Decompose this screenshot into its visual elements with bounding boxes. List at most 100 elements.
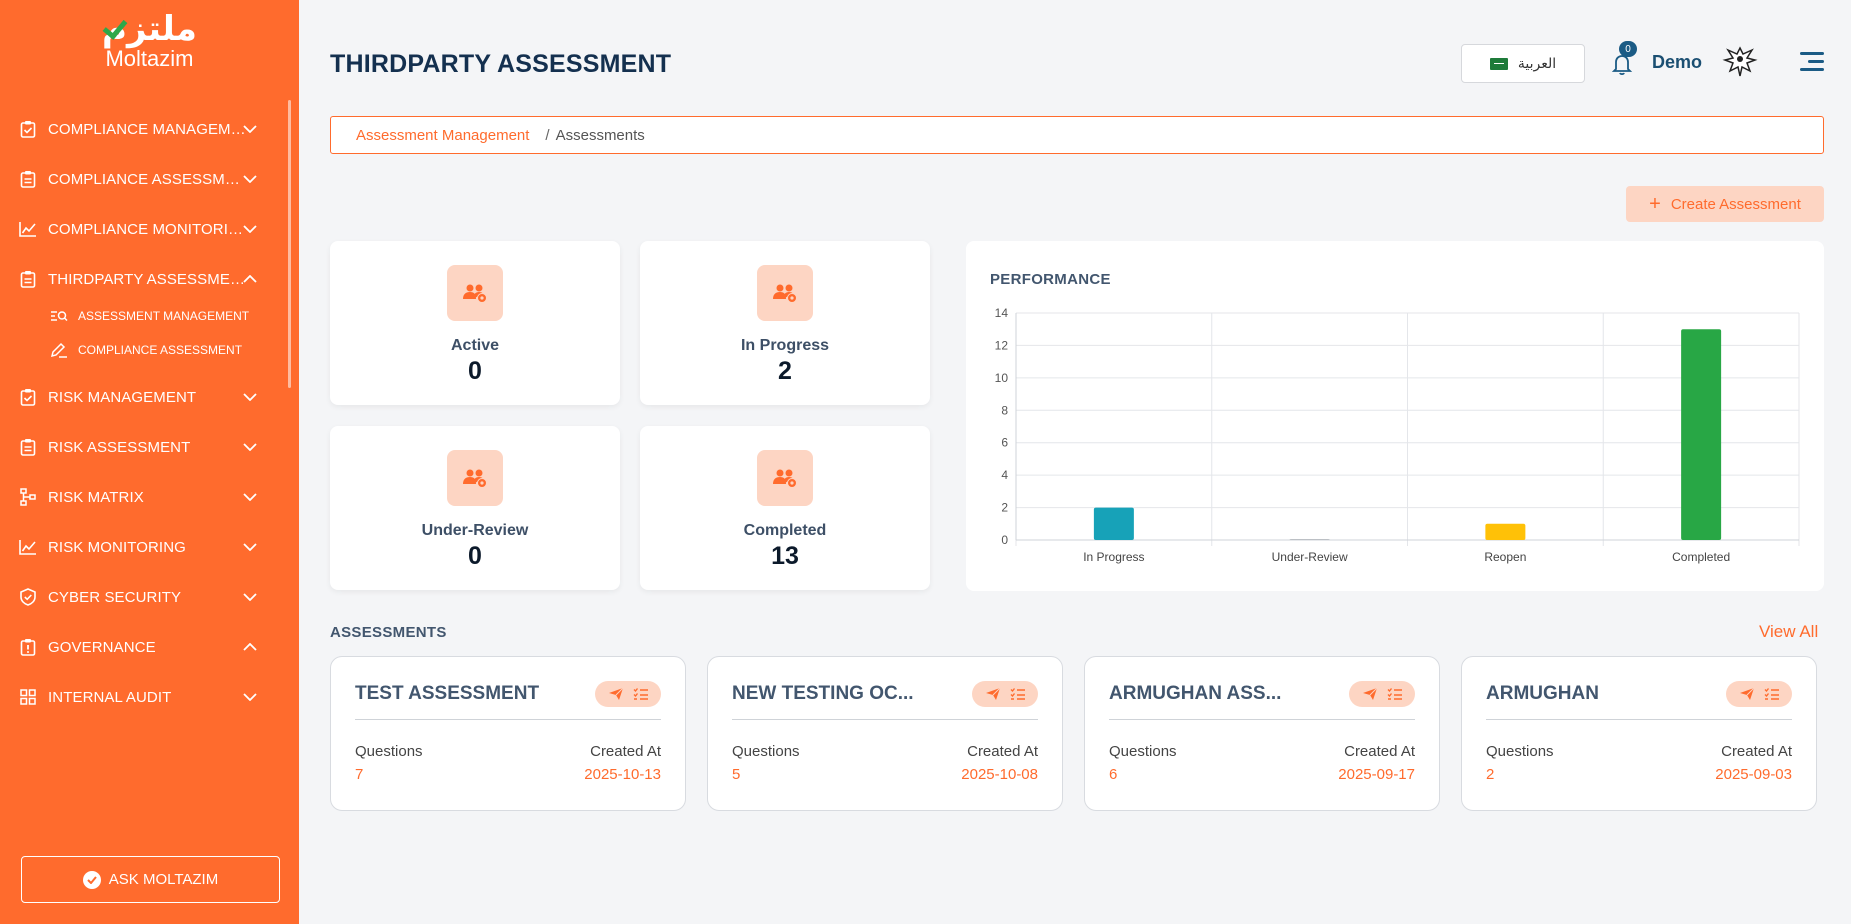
user-name[interactable]: Demo	[1652, 52, 1703, 72]
sidebar-item-compliance-assessment[interactable]: COMPLIANCE ASSESSMENT	[18, 164, 266, 194]
created-at-value: 2025-09-03	[1715, 766, 1792, 783]
shield-check-icon	[18, 587, 38, 607]
sidebar-item-label: RISK MANAGEMENT	[48, 388, 197, 406]
chevron-down-icon[interactable]	[240, 687, 260, 707]
x-tick-label: Under-Review	[1272, 550, 1348, 564]
clipboard-list-icon	[18, 269, 38, 289]
view-all-link[interactable]: View All	[1759, 622, 1819, 641]
x-tick-label: Reopen	[1484, 550, 1526, 564]
assessment-card[interactable]: TEST ASSESSMENT Questions Created At 7 2…	[330, 656, 686, 811]
checklist-icon[interactable]	[1386, 686, 1404, 702]
stat-value: 13	[771, 542, 799, 570]
sidebar-item-internal-audit[interactable]: INTERNAL AUDIT	[18, 682, 266, 712]
sitemap-icon	[18, 487, 38, 507]
saudi-flag-icon	[1489, 57, 1508, 70]
assessment-card[interactable]: ARMUGHAN Questions Created At 2 2025-09-…	[1461, 656, 1817, 811]
questions-value: 6	[1109, 766, 1118, 783]
x-tick-label: In Progress	[1083, 550, 1144, 564]
plus-icon: +	[1649, 193, 1661, 215]
breadcrumb-current: Assessments	[555, 126, 645, 144]
chevron-down-icon[interactable]	[240, 537, 260, 557]
chevron-down-icon[interactable]	[240, 437, 260, 457]
send-icon[interactable]	[607, 686, 625, 702]
stat-card-completed: Completed 13	[640, 426, 930, 590]
sidebar-nav: COMPLIANCE MANAGEME... COMPLIANCE ASSESS…	[0, 114, 290, 754]
users-gear-icon	[757, 265, 813, 321]
avatar[interactable]	[1722, 44, 1758, 80]
logo-english-text: Moltazim	[105, 46, 194, 71]
sidebar-item-compliance-monitoring[interactable]: COMPLIANCE MONITORING	[18, 214, 266, 244]
x-tick-label: Completed	[1672, 550, 1730, 564]
create-assessment-label: Create Assessment	[1670, 195, 1801, 213]
y-tick-label: 8	[1001, 403, 1008, 417]
ask-moltazim-label: ASK MOLTAZIM	[108, 871, 219, 888]
stat-label: Active	[450, 337, 500, 354]
send-icon[interactable]	[1738, 686, 1756, 702]
sidebar: ملتزم Moltazim COMPLIANCE MANAGEME... CO…	[0, 0, 299, 924]
sidebar-item-cyber-security[interactable]: CYBER SECURITY	[18, 582, 266, 612]
stat-card-in-progress: In Progress 2	[640, 241, 930, 405]
sidebar-item-risk-monitoring[interactable]: RISK MONITORING	[18, 532, 266, 562]
card-divider	[1109, 719, 1415, 720]
sidebar-subitem-compliance-assessment[interactable]: COMPLIANCE ASSESSMENT	[50, 338, 270, 362]
sidebar-item-governance[interactable]: GOVERNANCE	[18, 632, 266, 662]
created-at-value: 2025-10-08	[961, 766, 1038, 783]
chevron-down-icon[interactable]	[240, 387, 260, 407]
send-icon[interactable]	[1361, 686, 1379, 702]
stat-label: Under-Review	[421, 522, 529, 539]
created-at-label: Created At	[1344, 743, 1415, 760]
sidebar-item-label: COMPLIANCE MONITORING	[48, 220, 248, 238]
y-tick-label: 6	[1001, 436, 1008, 450]
language-switcher[interactable]: العربية	[1461, 44, 1585, 83]
list-search-icon	[50, 307, 68, 325]
chart-line-icon	[18, 219, 38, 239]
check-circle-icon	[82, 870, 101, 889]
chevron-up-icon[interactable]	[240, 269, 260, 289]
questions-label: Questions	[1486, 743, 1554, 760]
stat-card-active: Active 0	[330, 241, 620, 405]
stat-value: 0	[468, 357, 482, 385]
y-tick-label: 2	[1001, 501, 1008, 515]
sidebar-item-label: THIRDPARTY ASSESSMENT	[48, 270, 248, 288]
clipboard-list-icon	[18, 437, 38, 457]
chevron-down-icon[interactable]	[240, 487, 260, 507]
chevron-down-icon[interactable]	[240, 587, 260, 607]
chevron-up-icon[interactable]	[240, 637, 260, 657]
created-at-value: 2025-10-13	[584, 766, 661, 783]
send-icon[interactable]	[984, 686, 1002, 702]
sidebar-item-compliance-management[interactable]: COMPLIANCE MANAGEME...	[18, 114, 266, 144]
grid-icon	[18, 687, 38, 707]
create-assessment-button[interactable]: + Create Assessment	[1626, 186, 1824, 222]
checklist-icon[interactable]	[1763, 686, 1781, 702]
chevron-down-icon[interactable]	[240, 219, 260, 239]
checklist-icon[interactable]	[632, 686, 650, 702]
breadcrumb-link-assessment-management[interactable]: Assessment Management	[356, 126, 530, 144]
questions-label: Questions	[1109, 743, 1177, 760]
sidebar-scrollbar[interactable]	[288, 100, 291, 388]
card-divider	[1486, 719, 1792, 720]
sidebar-item-thirdparty-assessment[interactable]: THIRDPARTY ASSESSMENT	[18, 264, 266, 294]
sidebar-item-risk-matrix[interactable]: RISK MATRIX	[18, 482, 266, 512]
assessment-actions	[1349, 681, 1415, 707]
hamburger-menu-icon[interactable]	[1800, 52, 1824, 72]
pencil-icon	[50, 341, 68, 359]
chevron-down-icon[interactable]	[240, 119, 260, 139]
assessment-card[interactable]: NEW TESTING OC... Questions Created At 5…	[707, 656, 1063, 811]
checklist-icon[interactable]	[1009, 686, 1027, 702]
clipboard-check-icon	[18, 387, 38, 407]
sidebar-item-risk-assessment[interactable]: RISK ASSESSMENT	[18, 432, 266, 462]
stat-card-under-review: Under-Review 0	[330, 426, 620, 590]
questions-value: 5	[732, 766, 741, 783]
y-tick-label: 12	[995, 338, 1009, 352]
sidebar-subitem-assessment-management[interactable]: ASSESSMENT MANAGEMENT	[50, 304, 270, 328]
sidebar-item-label: COMPLIANCE MANAGEME...	[48, 120, 248, 138]
y-tick-label: 10	[995, 371, 1009, 385]
chevron-down-icon[interactable]	[240, 169, 260, 189]
questions-label: Questions	[355, 743, 423, 760]
eagle-logo-icon	[1722, 46, 1758, 77]
ask-moltazim-button[interactable]: ASK MOLTAZIM	[21, 856, 280, 903]
assessment-card[interactable]: ARMUGHAN ASS... Questions Created At 6 2…	[1084, 656, 1440, 811]
moltazim-logo[interactable]: ملتزم Moltazim	[0, 10, 299, 72]
sidebar-item-risk-management[interactable]: RISK MANAGEMENT	[18, 382, 266, 412]
sidebar-item-label: GOVERNANCE	[48, 638, 156, 656]
